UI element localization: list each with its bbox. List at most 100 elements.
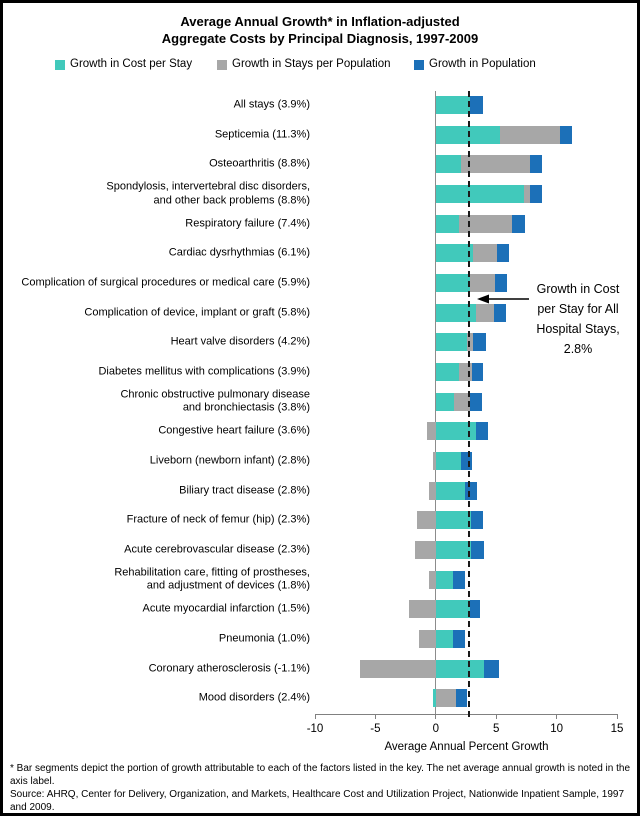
bar-segment-stays_per_population (418, 630, 436, 649)
bar-segment-cost_per_stay (435, 214, 459, 233)
footnote: * Bar segments depict the portion of gro… (10, 762, 637, 813)
reference-dashed-line (468, 91, 470, 717)
bar-segment-population (470, 511, 483, 530)
x-axis-tick-label: 10 (550, 723, 563, 735)
bar-segment-population (497, 244, 510, 263)
bar-segment-population (511, 214, 526, 233)
bar-segment-stays_per_population (416, 511, 436, 530)
category-label: Spondylosis, intervertebral disc disorde… (106, 180, 310, 207)
category-label: Congestive heart failure (3.6%) (158, 424, 310, 437)
bar-segment-population (470, 541, 485, 559)
category-label: Cardiac dysrhythmias (6.1%) (168, 246, 310, 259)
x-axis-tick (435, 714, 437, 719)
bar-segment-population (469, 600, 481, 619)
category-label: All stays (3.9%) (233, 98, 310, 111)
bar-segment-stays_per_population (524, 185, 530, 203)
category-label: Liveborn (newborn infant) (2.8%) (149, 454, 310, 467)
bar-segment-cost_per_stay (435, 363, 459, 381)
category-label: Acute cerebrovascular disease (2.3%) (124, 543, 310, 556)
bar-segment-cost_per_stay (435, 422, 476, 441)
category-label: Complication of device, implant or graft… (84, 305, 310, 318)
category-label: Respiratory failure (7.4%) (185, 216, 310, 229)
bar-segment-population (469, 96, 483, 114)
bar-segment-stays_per_population (427, 422, 436, 441)
category-label: Pneumonia (1.0%) (218, 632, 310, 645)
bar-segment-population (530, 185, 543, 203)
legend-label: Growth in Population (429, 58, 536, 70)
x-axis-tick (314, 714, 316, 719)
x-axis-tick-label: -5 (370, 723, 381, 735)
bar-segment-population (530, 155, 543, 174)
x-axis-tick-label: -10 (306, 723, 324, 735)
bar-segment-population (493, 303, 506, 322)
zero-axis-line (435, 91, 436, 714)
bar-segment-stays_per_population (453, 392, 470, 411)
bar-segment-stays_per_population (433, 452, 436, 470)
category-label: Septicemia (11.3%) (214, 127, 310, 140)
bar-segment-population (469, 392, 482, 411)
category-label: Diabetes mellitus with complications (3.… (98, 365, 310, 378)
bar-segment-stays_per_population (469, 274, 495, 292)
x-axis-tick (556, 714, 558, 719)
bar-segment-cost_per_stay (435, 274, 470, 292)
x-axis-tick (374, 714, 376, 719)
bar-segment-stays_per_population (475, 303, 494, 322)
bar-segment-cost_per_stay (435, 570, 453, 589)
bar-segment-population (472, 363, 483, 381)
category-label: Biliary tract disease (2.8%) (179, 483, 310, 496)
category-label: Fracture of neck of femur (hip) (2.3%) (126, 513, 310, 526)
bar-segment-population (484, 659, 499, 678)
bar-segment-cost_per_stay (435, 303, 476, 322)
bar-segment-cost_per_stay (435, 481, 465, 500)
bar-segment-stays_per_population (428, 570, 436, 589)
bar-segment-stays_per_population (467, 333, 474, 352)
bar-segment-stays_per_population (428, 481, 436, 500)
bar-segment-stays_per_population (473, 244, 498, 263)
legend-label: Growth in Cost per Stay (70, 58, 193, 70)
bar-segment-cost_per_stay (435, 392, 454, 411)
chart-title: Average Annual Growth* in Inflation-adju… (3, 13, 637, 47)
bar-segment-stays_per_population (499, 125, 561, 144)
bar-segment-stays_per_population (415, 541, 436, 559)
bar-segment-cost_per_stay (435, 333, 468, 352)
footnote-note: * Bar segments depict the portion of gro… (10, 763, 631, 787)
annotation-text: Growth in Cost per Stay for All Hospital… (536, 282, 620, 356)
category-label: Coronary atherosclerosis (-1.1%) (148, 661, 310, 674)
bar-segment-stays_per_population (461, 155, 531, 174)
bar-segment-cost_per_stay (435, 125, 500, 144)
legend-swatch-teal-icon (55, 59, 65, 70)
x-axis-tick (495, 714, 497, 719)
x-axis-tick-label: 5 (492, 723, 500, 735)
bar-segment-population (452, 630, 465, 649)
x-axis-tick-label: 0 (432, 723, 439, 735)
category-label: Mood disorders (2.4%) (198, 691, 310, 704)
bar-segment-cost_per_stay (435, 511, 471, 530)
bar-segment-cost_per_stay (433, 689, 436, 708)
x-axis-line (315, 714, 618, 715)
legend-item-cost-per-stay: Growth in Cost per Stay (55, 58, 192, 71)
annotation-arrow-icon (477, 294, 529, 304)
x-axis-tick (616, 714, 618, 719)
legend-item-stays-per-population: Growth in Stays per Population (217, 58, 391, 71)
bar-segment-cost_per_stay (435, 96, 470, 114)
category-label: Heart valve disorders (4.2%) (170, 335, 310, 348)
bar-segment-cost_per_stay (435, 452, 462, 470)
bar-segment-population (475, 422, 488, 441)
category-label: Rehabilitation care, fitting of prosthes… (114, 566, 310, 592)
legend-item-population: Growth in Population (414, 58, 536, 71)
bar-segment-population (560, 125, 573, 144)
category-label: Acute myocardial infarction (1.5%) (142, 602, 310, 615)
category-label: Osteoarthritis (8.8%) (209, 157, 310, 170)
legend-label: Growth in Stays per Population (232, 58, 391, 70)
x-axis-tick-label: 15 (610, 723, 624, 735)
legend-swatch-gray-icon (217, 59, 227, 70)
bar-segment-stays_per_population (409, 600, 436, 619)
bar-segment-stays_per_population (359, 659, 436, 678)
x-axis-title: Average Annual Percent Growth (384, 741, 549, 753)
category-label: Complication of surgical procedures or m… (21, 276, 310, 289)
chart-title-line2: Aggregate Costs by Principal Diagnosis, … (161, 31, 479, 46)
bar-segment-population (461, 452, 473, 470)
bar-segment-cost_per_stay (435, 244, 474, 263)
bar-segment-stays_per_population (458, 363, 473, 381)
